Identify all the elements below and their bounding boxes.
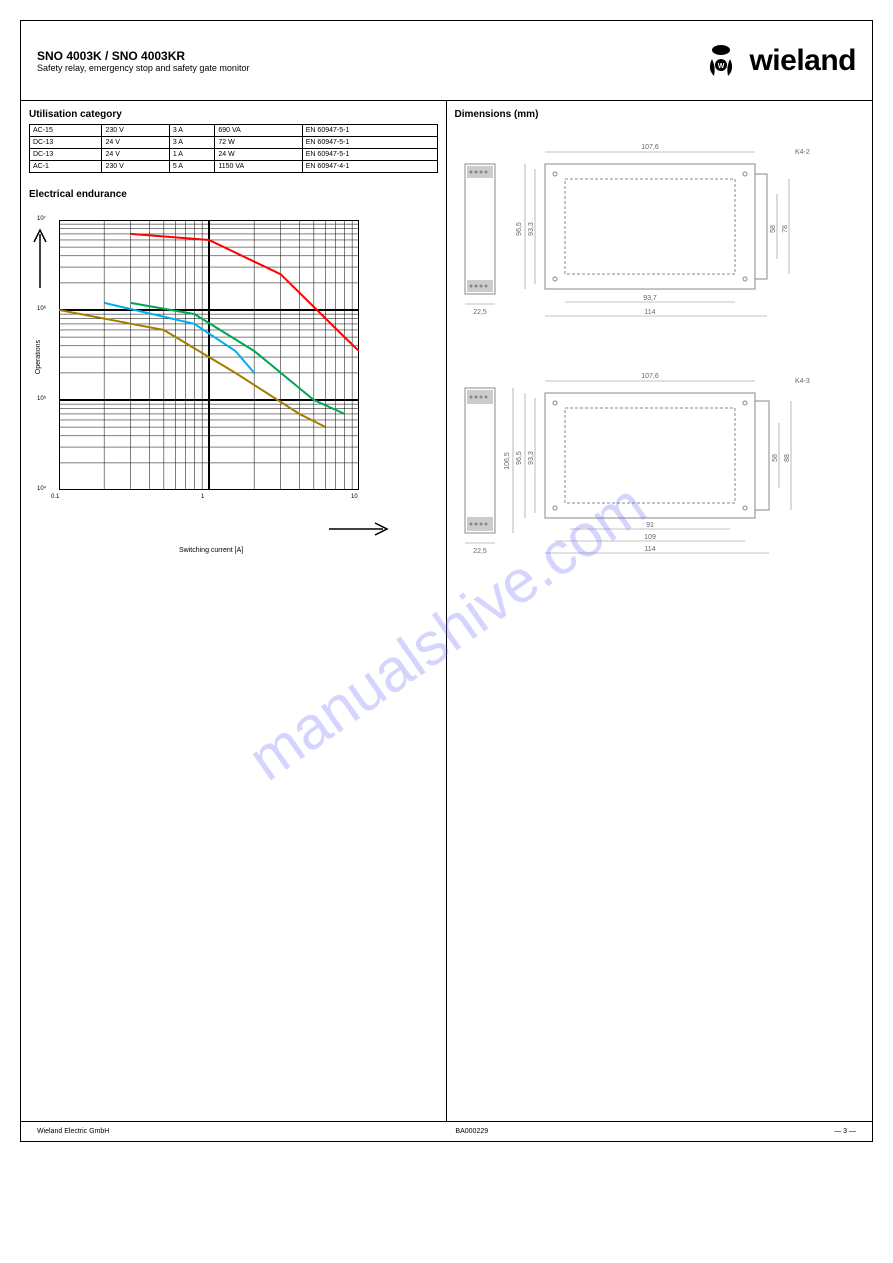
svg-text:107,6: 107,6 — [641, 373, 659, 380]
x-tick-label: 0.1 — [51, 494, 59, 500]
svg-text:58: 58 — [772, 454, 779, 462]
right-column: Dimensions (mm) 22,5 — [447, 101, 873, 1121]
svg-text:W: W — [718, 63, 725, 70]
spec-table: AC-15230 V3 A690 VAEN 60947-5-1DC-1324 V… — [29, 124, 438, 173]
y-tick-label: 10⁶ — [37, 306, 46, 312]
svg-text:91: 91 — [646, 522, 654, 529]
svg-text:106,5: 106,5 — [504, 452, 511, 470]
table-cell: 3 A — [169, 125, 215, 137]
table-cell: DC-13 — [30, 149, 102, 161]
content-area: Utilisation category AC-15230 V3 A690 VA… — [21, 101, 872, 1121]
table-cell: 1150 VA — [215, 161, 302, 173]
svg-text:K4-3: K4-3 — [795, 378, 810, 385]
table-row: AC-15230 V3 A690 VAEN 60947-5-1 — [30, 125, 438, 137]
chart-series-ac-15-230v — [131, 303, 345, 414]
svg-text:58: 58 — [770, 225, 777, 233]
svg-text:93,7: 93,7 — [643, 295, 657, 302]
dimensions-title: Dimensions (mm) — [455, 109, 865, 120]
left-column: Utilisation category AC-15230 V3 A690 VA… — [21, 101, 447, 1121]
table-cell: DC-13 — [30, 137, 102, 149]
page-header: SNO 4003K / SNO 4003KR Safety relay, eme… — [21, 21, 872, 101]
x-axis-label: Switching current [A] — [179, 547, 243, 554]
table-cell: 690 VA — [215, 125, 302, 137]
table-cell: AC-1 — [30, 161, 102, 173]
chart-title: Electrical endurance — [29, 189, 438, 200]
y-tick-label: 10⁷ — [37, 216, 46, 222]
page-footer: Wieland Electric GmbH BA000229 — 3 — — [21, 1121, 872, 1141]
chart-svg — [59, 220, 359, 490]
wieland-icon: W — [703, 43, 739, 79]
footer-page: — 3 — — [834, 1128, 856, 1135]
table-cell: 24 V — [102, 149, 169, 161]
table-cell: 230 V — [102, 161, 169, 173]
product-title: SNO 4003K / SNO 4003KR — [37, 49, 249, 63]
table-cell: 230 V — [102, 125, 169, 137]
table-title: Utilisation category — [29, 109, 438, 120]
footer-company: Wieland Electric GmbH — [37, 1128, 109, 1135]
table-cell: 72 W — [215, 137, 302, 149]
brand-logo: W wieland — [703, 43, 856, 79]
header-left: SNO 4003K / SNO 4003KR Safety relay, eme… — [37, 49, 249, 73]
x-tick-label: 10 — [351, 494, 358, 500]
dimension-drawing-k4-2: 22,5 107,6 K4-2 93,7 114 — [455, 124, 865, 329]
svg-text:93,3: 93,3 — [528, 222, 535, 236]
dim-front-width-k42: 22,5 — [473, 309, 487, 316]
page-frame: SNO 4003K / SNO 4003KR Safety relay, eme… — [20, 20, 873, 1142]
chart-series-ac-1-230v — [131, 234, 359, 351]
x-axis-arrow-icon — [329, 520, 389, 544]
table-row: DC-1324 V1 A24 WEN 60947-5-1 — [30, 149, 438, 161]
table-cell: EN 60947-4-1 — [302, 161, 437, 173]
brand-name: wieland — [749, 44, 856, 78]
table-cell: EN 60947-5-1 — [302, 149, 437, 161]
table-cell: 3 A — [169, 137, 215, 149]
svg-text:96,5: 96,5 — [516, 222, 523, 236]
svg-text:114: 114 — [644, 309, 655, 316]
endurance-chart: Operations Switching current [A] 10⁴10⁵1… — [59, 220, 389, 520]
footer-doc: BA000229 — [455, 1128, 488, 1135]
table-cell: EN 60947-5-1 — [302, 137, 437, 149]
svg-text:K4-2: K4-2 — [795, 149, 810, 156]
table-cell: EN 60947-5-1 — [302, 125, 437, 137]
table-cell: 24 V — [102, 137, 169, 149]
chart-series-dc-13-24v — [59, 310, 326, 427]
svg-text:107,6: 107,6 — [641, 144, 659, 151]
table-row: DC-1324 V3 A72 WEN 60947-5-1 — [30, 137, 438, 149]
svg-text:88: 88 — [784, 454, 791, 462]
y-axis-arrow-icon — [31, 228, 49, 294]
table-row: AC-1230 V5 A1150 VAEN 60947-4-1 — [30, 161, 438, 173]
svg-text:109: 109 — [644, 534, 656, 541]
table-cell: AC-15 — [30, 125, 102, 137]
svg-text:114: 114 — [644, 546, 655, 553]
dimension-drawing-k4-3: 22,5 107,6 K4-3 91 109 — [455, 353, 865, 568]
table-cell: 1 A — [169, 149, 215, 161]
table-cell: 24 W — [215, 149, 302, 161]
y-tick-label: 10⁴ — [37, 486, 46, 492]
svg-text:78: 78 — [782, 225, 789, 233]
y-tick-label: 10⁵ — [37, 396, 46, 402]
product-subtitle: Safety relay, emergency stop and safety … — [37, 63, 249, 73]
svg-text:22,5: 22,5 — [473, 548, 487, 555]
x-tick-label: 1 — [201, 494, 204, 500]
svg-text:93,3: 93,3 — [528, 451, 535, 465]
y-axis-label: Operations — [35, 340, 42, 374]
table-cell: 5 A — [169, 161, 215, 173]
svg-text:96,5: 96,5 — [516, 451, 523, 465]
